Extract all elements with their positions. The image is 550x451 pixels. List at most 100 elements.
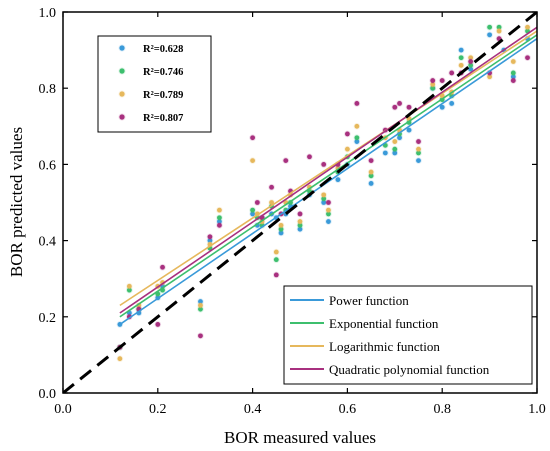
y-tick-label: 0.6 [39, 158, 57, 173]
r2-label: R²=0.789 [143, 90, 183, 101]
data-point [269, 184, 274, 190]
fit-line-3 [119, 26, 537, 314]
reference-line-1to1 [63, 12, 537, 393]
fit-line-1 [119, 34, 537, 318]
data-point [321, 192, 327, 198]
data-point [416, 158, 421, 163]
legend-label: Quadratic polynomial function [329, 362, 490, 377]
data-point [321, 200, 327, 205]
x-tick-label: 1.0 [528, 402, 546, 417]
r2-box-frame [97, 35, 212, 133]
data-point [278, 226, 284, 232]
data-point [250, 135, 256, 141]
data-point [297, 222, 303, 228]
data-point [397, 101, 402, 106]
data-point [416, 139, 421, 144]
data-point [525, 24, 530, 30]
data-point [217, 219, 222, 224]
data-point [273, 257, 279, 263]
y-tick-label: 0.2 [39, 311, 57, 326]
r2-marker [119, 68, 125, 74]
data-point [458, 47, 464, 53]
data-point [468, 59, 474, 64]
data-point [510, 78, 516, 83]
data-point [496, 28, 502, 34]
data-point [326, 219, 331, 224]
data-point [217, 222, 222, 228]
data-point [354, 139, 360, 144]
r2-label: R²=0.628 [143, 44, 183, 55]
data-point [198, 306, 203, 312]
data-point [198, 333, 203, 339]
y-tick-label: 0.8 [39, 82, 57, 97]
data-point [449, 70, 455, 76]
x-tick-label: 0.8 [433, 402, 451, 417]
y-axis: 0.0 0.2 0.4 0.6 0.8 1.0 [39, 6, 537, 402]
x-tick-label: 0.4 [244, 402, 262, 417]
data-point [278, 222, 284, 228]
data-point [250, 207, 256, 213]
data-point [250, 158, 256, 163]
data-point [406, 127, 412, 133]
legend-label: Logarithmic function [329, 339, 440, 354]
data-point [354, 123, 360, 129]
r2-label: R²=0.807 [143, 113, 183, 124]
data-point [392, 104, 398, 110]
data-point [368, 169, 374, 175]
data-point [198, 302, 203, 308]
data-point [155, 322, 161, 327]
data-point [382, 150, 388, 156]
data-point [345, 146, 350, 152]
legend-label: Exponential function [329, 316, 439, 331]
r2-box: R²=0.628 R²=0.746 R²=0.789 R²=0.807 [97, 35, 212, 133]
data-point [126, 287, 132, 293]
data-point [416, 146, 421, 152]
legend-label: Power function [329, 293, 409, 308]
series-layer [116, 23, 537, 363]
x-tick-label: 0.0 [54, 402, 72, 417]
data-point [326, 200, 331, 205]
data-point [217, 207, 222, 213]
data-point [468, 62, 474, 68]
y-tick-label: 0.0 [39, 387, 57, 402]
data-point [525, 55, 530, 61]
y-tick-label: 0.4 [39, 235, 57, 250]
data-point [368, 158, 374, 163]
data-point [326, 207, 331, 213]
data-point [449, 101, 455, 106]
data-point [439, 78, 445, 83]
data-point [416, 150, 421, 156]
data-point [250, 211, 256, 217]
data-point [354, 101, 360, 106]
data-point [269, 200, 274, 205]
data-point [430, 78, 436, 83]
r2-marker [119, 114, 125, 120]
data-point [321, 162, 327, 167]
x-tick-label: 0.2 [149, 402, 167, 417]
data-point [458, 55, 464, 61]
data-point [335, 177, 341, 183]
data-point [198, 299, 203, 304]
data-point [468, 66, 474, 72]
data-point [487, 24, 492, 30]
data-point [392, 150, 398, 156]
data-point [297, 211, 303, 217]
legend-frame [283, 285, 533, 385]
data-point [458, 62, 464, 68]
data-point [217, 215, 222, 221]
x-tick-label: 0.6 [339, 402, 357, 417]
data-point [297, 226, 303, 232]
data-point [368, 173, 374, 179]
x-axis: 0.0 0.2 0.4 0.6 0.8 1.0 [54, 12, 546, 417]
data-point [487, 74, 492, 80]
data-point [160, 264, 165, 270]
data-point [510, 74, 516, 80]
data-point [487, 32, 492, 38]
data-point [326, 211, 331, 217]
data-point [392, 146, 398, 152]
data-point [117, 356, 123, 362]
data-point [254, 200, 260, 205]
r2-marker [119, 91, 125, 97]
data-point [397, 135, 402, 141]
